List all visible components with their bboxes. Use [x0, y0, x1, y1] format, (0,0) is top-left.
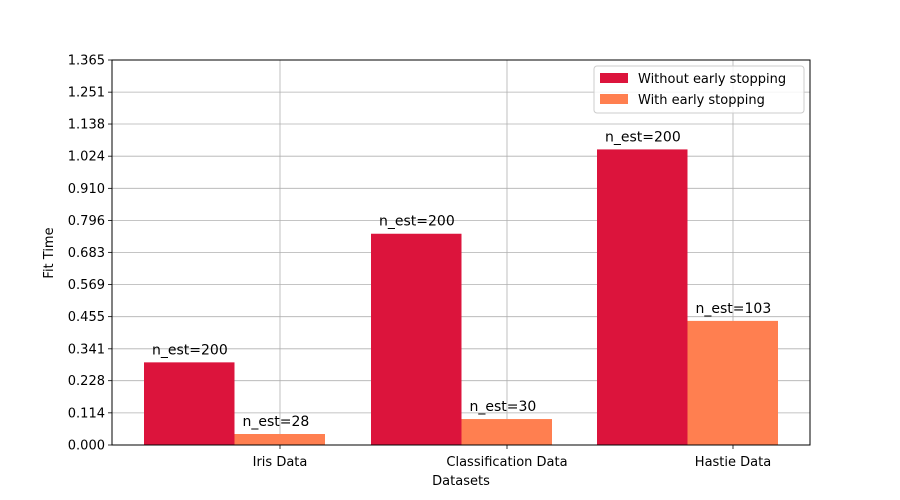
bar	[461, 419, 552, 445]
bar	[144, 362, 235, 445]
x-axis-label: Datasets	[432, 474, 490, 489]
bar-data-label: n_est=28	[243, 414, 310, 430]
legend-label: With early stopping	[638, 93, 765, 108]
y-tick-label: 0.569	[68, 278, 105, 293]
legend-box	[593, 65, 805, 114]
y-tick-label: 0.796	[68, 214, 105, 229]
y-ticks: 0.000 0.114 0.228 0.341 0.455 0.569 0.683 0.796…	[68, 54, 112, 454]
y-axis-label: Fit Time	[42, 227, 57, 278]
legend: Without early stopping With early stoppin…	[593, 65, 805, 114]
legend-label: Without early stopping	[638, 72, 786, 87]
bar	[687, 320, 778, 445]
bar-data-label: n_est=103	[696, 301, 772, 317]
legend-swatch	[600, 73, 628, 83]
legend-swatch	[600, 94, 628, 104]
y-tick-label: 0.000	[68, 439, 105, 454]
y-tick-label: 0.228	[68, 374, 105, 389]
bar-data-label: n_est=200	[152, 342, 228, 358]
x-ticks: Iris Data Classification Data Hastie Data	[253, 445, 771, 470]
y-tick-label: 1.024	[68, 150, 105, 165]
bar	[597, 149, 688, 445]
x-tick-label: Classification Data	[446, 455, 567, 470]
bar-data-label: n_est=30	[470, 399, 537, 415]
bar-data-label: n_est=200	[605, 129, 681, 145]
y-tick-label: 0.341	[68, 342, 105, 357]
x-tick-label: Iris Data	[253, 455, 308, 470]
bar-labels: n_est=200 n_est=200 n_est=200 n_est=28 n_est…	[152, 129, 771, 430]
y-tick-label: 0.910	[68, 182, 105, 197]
y-tick-label: 0.114	[68, 406, 105, 421]
y-tick-label: 0.683	[68, 246, 105, 261]
x-tick-label: Hastie Data	[695, 455, 771, 470]
bar	[234, 434, 325, 445]
y-tick-label: 1.365	[68, 54, 105, 69]
y-tick-label: 1.138	[68, 118, 105, 133]
bar	[371, 233, 462, 445]
bar-data-label: n_est=200	[379, 214, 455, 230]
bars	[144, 149, 778, 445]
y-tick-label: 0.455	[68, 310, 105, 325]
y-tick-label: 1.251	[68, 86, 105, 101]
